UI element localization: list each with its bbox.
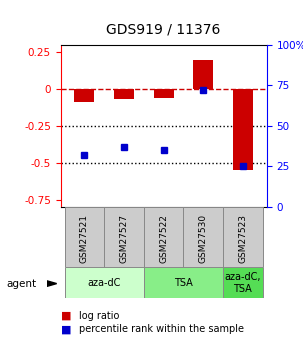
- Text: ■: ■: [61, 325, 71, 334]
- Polygon shape: [47, 281, 57, 286]
- Bar: [154, 89, 174, 98]
- Text: GSM27527: GSM27527: [119, 214, 128, 263]
- FancyBboxPatch shape: [104, 207, 144, 267]
- Text: log ratio: log ratio: [79, 311, 119, 321]
- FancyBboxPatch shape: [144, 207, 183, 267]
- FancyBboxPatch shape: [183, 207, 223, 267]
- Text: GSM27523: GSM27523: [238, 214, 247, 263]
- FancyBboxPatch shape: [144, 267, 223, 298]
- Bar: [114, 89, 134, 99]
- Text: GSM27521: GSM27521: [80, 214, 89, 263]
- FancyBboxPatch shape: [65, 267, 144, 298]
- Text: GDS919 / 11376: GDS919 / 11376: [106, 22, 221, 36]
- FancyBboxPatch shape: [223, 267, 263, 298]
- Bar: [75, 89, 94, 102]
- FancyBboxPatch shape: [65, 207, 104, 267]
- Text: ■: ■: [61, 311, 71, 321]
- Text: aza-dC: aza-dC: [88, 278, 121, 288]
- Bar: [193, 60, 213, 89]
- Text: aza-dC,
TSA: aza-dC, TSA: [225, 272, 261, 294]
- Text: GSM27530: GSM27530: [199, 214, 208, 263]
- FancyBboxPatch shape: [223, 207, 263, 267]
- Bar: [233, 89, 253, 170]
- Text: percentile rank within the sample: percentile rank within the sample: [79, 325, 244, 334]
- Text: GSM27522: GSM27522: [159, 214, 168, 263]
- Text: TSA: TSA: [174, 278, 193, 288]
- Text: agent: agent: [6, 279, 36, 288]
